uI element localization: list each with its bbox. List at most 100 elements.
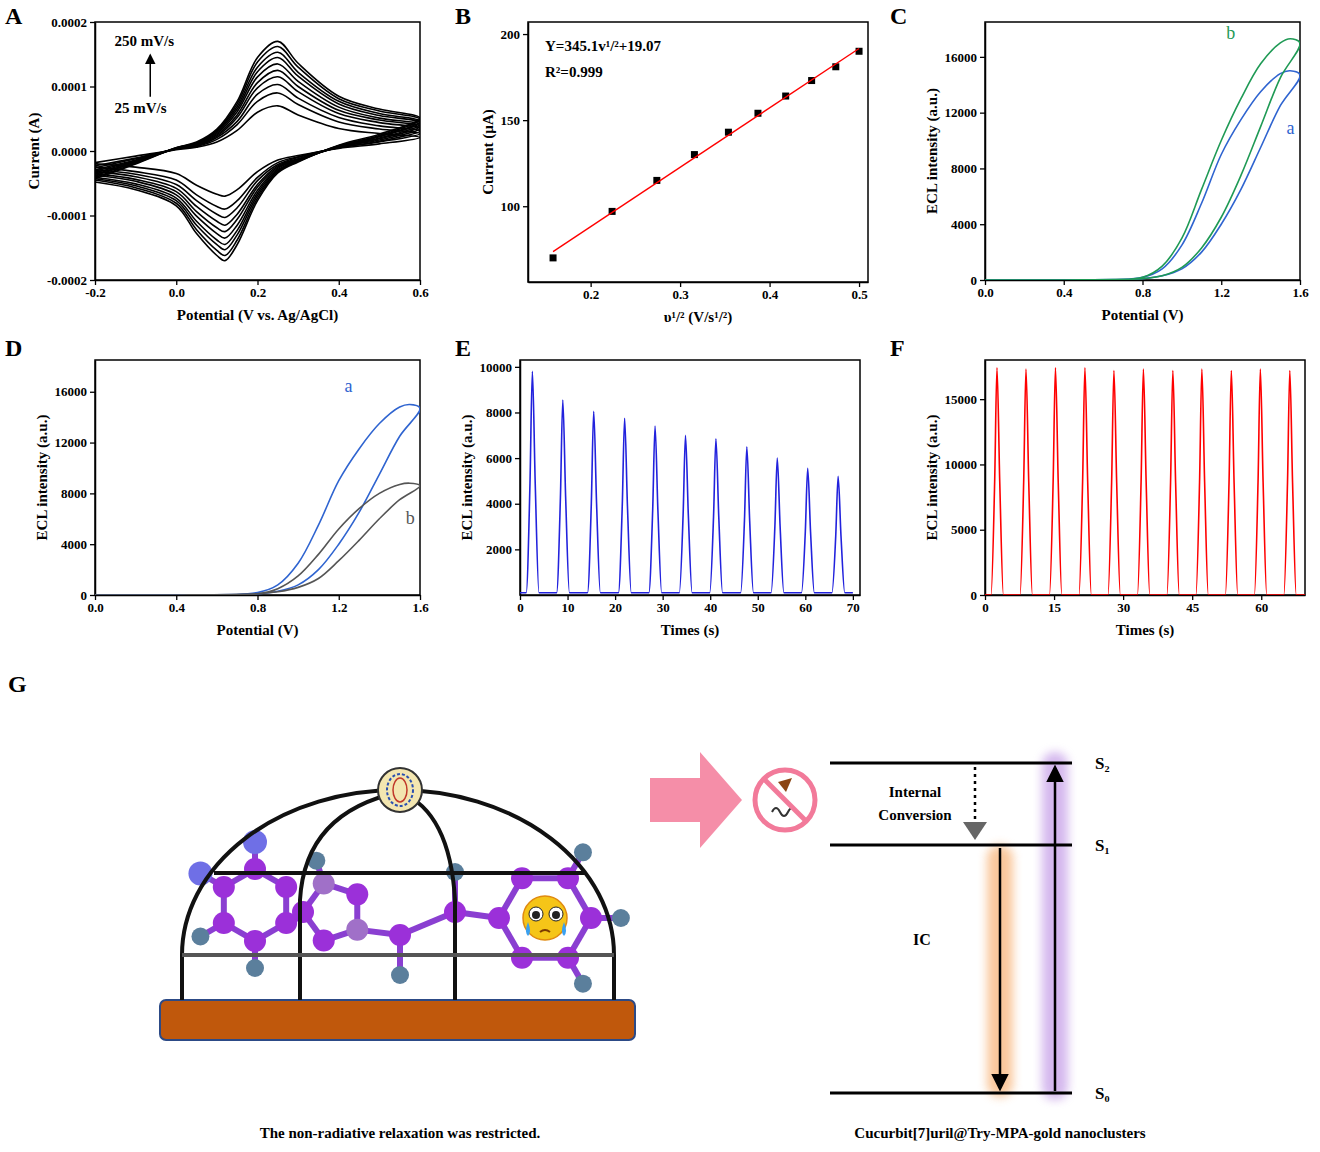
x-tick: 60 (799, 595, 812, 615)
y-tick-label: 0.0001 (51, 79, 87, 94)
x-tick-label: 70 (847, 600, 860, 615)
tear (526, 922, 530, 936)
cucurbituril-icon (378, 768, 422, 812)
plot-frame (520, 360, 860, 595)
x-axis: 010203040506070 (517, 595, 860, 615)
atom (213, 912, 235, 934)
x-tick-label: 15 (1048, 600, 1062, 615)
x-axis-title: υ¹/² (V/s¹/²) (664, 309, 733, 326)
y-tick: -0.0002 (47, 273, 95, 288)
atom (612, 909, 630, 927)
x-tick: 1.2 (331, 595, 347, 615)
series-label: a (1287, 118, 1295, 138)
data-line (985, 71, 1300, 280)
x-tick-label: 0 (982, 600, 989, 615)
x-tick-label: 0.4 (169, 600, 186, 615)
caption: The non-radiative relaxation was restric… (260, 1125, 541, 1141)
y-tick-label: 4000 (486, 496, 512, 511)
x-tick-label: 50 (752, 600, 765, 615)
atom (511, 867, 533, 889)
panel-letter: G (8, 671, 27, 697)
x-tick-label: 0 (517, 600, 524, 615)
y-tick: 2000 (486, 542, 520, 557)
y-tick: 100 (501, 199, 529, 214)
series-label: b (1226, 23, 1235, 43)
y-tick-label: 8000 (951, 161, 977, 176)
y-axis: 050001000015000 (945, 361, 986, 603)
y-tick-label: 4000 (61, 537, 87, 552)
atom (213, 876, 235, 898)
atom (346, 883, 368, 905)
y-tick: 16000 (945, 50, 986, 65)
x-tick-label: 0.2 (583, 287, 599, 302)
y-tick: 0 (971, 588, 986, 603)
x-tick: 0.8 (1135, 280, 1152, 300)
x-tick: 0.2 (250, 280, 266, 300)
plot-frame (95, 22, 420, 280)
plot-frame (95, 360, 420, 595)
y-tick: 16000 (55, 384, 96, 399)
panel-letter: D (5, 335, 22, 361)
emoji-face (523, 896, 567, 940)
x-axis-title: Potential (V) (1101, 307, 1183, 324)
plot-area (95, 41, 420, 260)
x-tick: 0.0 (169, 280, 185, 300)
x-tick: 0.4 (169, 595, 186, 615)
x-tick-label: 0.0 (87, 600, 103, 615)
energy-level (830, 762, 1072, 765)
y-tick-label: 150 (501, 113, 521, 128)
x-tick: 0.2 (583, 282, 599, 302)
y-tick-label: 2000 (486, 542, 512, 557)
y-tick-label: 0 (81, 588, 88, 603)
y-tick-label: 8000 (486, 405, 512, 420)
y-tick: 4000 (486, 496, 520, 511)
data-line (95, 57, 420, 244)
atom (275, 876, 297, 898)
x-tick-label: 0.6 (412, 285, 429, 300)
y-tick-label: 10000 (480, 360, 513, 375)
x-axis-title: Potential (V vs. Ag/AgCl) (177, 307, 338, 324)
x-tick-label: 0.5 (851, 287, 868, 302)
x-axis: 0.20.30.40.5 (529, 282, 869, 302)
y-axis-title: ECL intensity (a.u.) (459, 415, 476, 541)
x-tick: 0.5 (851, 282, 868, 302)
prohibit-circle (755, 770, 815, 830)
annotation: 250 mV/s (115, 33, 175, 49)
annotation: R²=0.999 (545, 64, 603, 80)
x-tick: 0.4 (331, 280, 348, 300)
cage-ring (214, 871, 586, 875)
x-tick-label: 45 (1186, 600, 1200, 615)
annotation-arrow (150, 56, 152, 97)
y-tick-label: 4000 (951, 217, 977, 232)
y-axis: 0400080001200016000 (55, 361, 96, 603)
x-tick: 20 (609, 595, 622, 615)
energy-level (830, 1092, 1072, 1095)
atom (488, 907, 510, 929)
x-tick: 0.6 (412, 280, 429, 300)
internal-conversion-arrow (974, 767, 977, 822)
y-tick: 150 (501, 113, 529, 128)
emission-glow (987, 845, 1013, 1097)
y-axis: 100150200 (501, 23, 529, 283)
y-tick: 4000 (61, 537, 95, 552)
x-tick: 0 (517, 595, 524, 615)
pupil (552, 911, 560, 919)
atom (389, 924, 411, 946)
absorption-arrow (1054, 768, 1057, 1091)
plot-frame (985, 360, 1305, 595)
x-tick-label: 0.4 (331, 285, 348, 300)
y-tick: 0.0001 (51, 79, 95, 94)
y-tick-label: 100 (501, 199, 521, 214)
atom (246, 959, 264, 977)
cage-ring (182, 953, 614, 957)
annotation: Y=345.1v¹/²+19.07 (545, 38, 662, 54)
plot-area (985, 39, 1300, 280)
y-tick-label: 6000 (486, 451, 512, 466)
atom (574, 975, 592, 993)
label-line: Conversion (878, 807, 952, 823)
x-axis: 015304560 (982, 595, 1305, 615)
y-tick: 6000 (486, 451, 520, 466)
x-tick-label: -0.2 (85, 285, 106, 300)
series-label: a (345, 376, 353, 396)
panel-letter: B (455, 3, 471, 29)
